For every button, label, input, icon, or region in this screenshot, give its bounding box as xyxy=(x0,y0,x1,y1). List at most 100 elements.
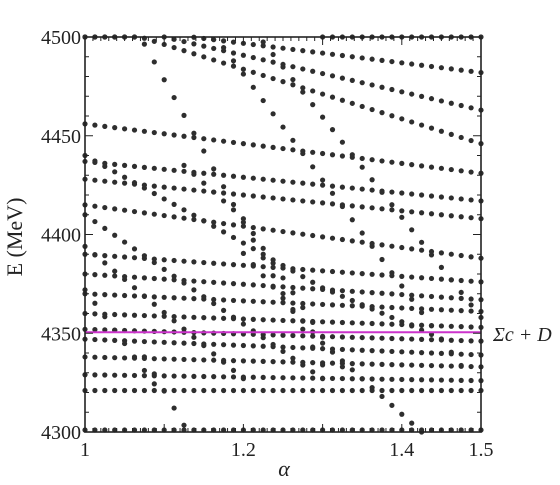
data-point xyxy=(112,337,118,343)
data-point xyxy=(230,234,237,241)
data-point xyxy=(230,222,237,228)
data-point xyxy=(399,319,405,325)
data-point xyxy=(349,288,355,294)
data-point xyxy=(428,323,435,329)
data-point xyxy=(339,153,345,159)
data-point xyxy=(290,318,296,324)
data-point xyxy=(458,337,464,344)
data-point xyxy=(448,349,454,355)
data-point xyxy=(92,311,98,317)
data-point xyxy=(379,57,385,63)
data-point xyxy=(290,82,296,88)
data-point xyxy=(359,155,365,162)
data-points xyxy=(82,34,484,435)
data-point xyxy=(290,147,296,153)
data-point xyxy=(181,112,187,118)
data-point xyxy=(112,273,118,279)
data-point xyxy=(290,387,296,394)
data-point xyxy=(112,292,118,298)
data-point xyxy=(389,207,395,213)
data-point xyxy=(250,374,256,380)
data-point xyxy=(270,273,276,279)
data-point xyxy=(181,373,187,379)
data-point xyxy=(250,246,256,252)
data-point xyxy=(122,174,128,180)
data-point xyxy=(131,274,138,280)
data-point xyxy=(211,341,217,347)
data-point xyxy=(369,82,375,88)
data-point xyxy=(300,89,306,95)
data-point xyxy=(131,293,138,299)
data-point xyxy=(310,375,316,381)
data-point xyxy=(161,212,167,219)
data-point xyxy=(389,291,395,297)
data-point xyxy=(310,164,316,170)
data-point xyxy=(240,192,246,198)
data-point xyxy=(230,207,237,213)
data-point xyxy=(379,393,385,400)
data-point xyxy=(339,97,345,103)
data-point xyxy=(428,193,435,199)
data-point xyxy=(280,290,286,297)
data-point xyxy=(329,51,336,57)
data-point xyxy=(329,73,336,79)
data-point xyxy=(349,347,355,353)
data-point xyxy=(201,315,207,321)
data-point xyxy=(131,246,138,252)
data-point xyxy=(280,45,286,51)
data-point xyxy=(171,185,177,191)
data-point xyxy=(349,361,355,367)
data-point xyxy=(389,58,395,65)
y-tick-label: 4450 xyxy=(41,126,81,148)
data-point xyxy=(320,285,326,291)
data-point xyxy=(201,148,207,154)
data-point xyxy=(419,377,425,383)
data-point xyxy=(389,86,395,93)
data-point xyxy=(428,337,435,343)
data-point xyxy=(409,209,415,215)
data-point xyxy=(211,296,217,303)
data-point xyxy=(151,371,157,377)
data-point xyxy=(399,291,405,298)
data-point xyxy=(92,354,98,360)
data-point xyxy=(122,387,128,394)
data-point xyxy=(290,355,296,361)
data-point xyxy=(131,372,138,379)
data-point xyxy=(250,69,256,75)
data-point xyxy=(359,103,365,110)
data-point xyxy=(280,145,286,152)
data-point xyxy=(102,178,108,184)
data-point xyxy=(122,254,128,260)
data-point xyxy=(428,387,435,394)
data-point xyxy=(399,349,405,355)
data-point xyxy=(131,338,138,344)
data-point xyxy=(359,334,365,341)
data-point xyxy=(250,298,256,304)
data-point xyxy=(191,51,197,57)
data-point xyxy=(191,373,197,379)
data-point xyxy=(280,178,286,184)
data-point xyxy=(359,320,365,326)
data-point xyxy=(171,44,177,51)
data-point xyxy=(141,312,147,319)
data-point xyxy=(131,312,138,318)
data-point xyxy=(438,250,444,256)
data-point xyxy=(181,356,187,363)
data-point xyxy=(201,279,207,285)
data-point xyxy=(260,39,266,45)
data-point xyxy=(290,64,296,70)
data-point xyxy=(409,349,415,355)
data-point xyxy=(260,358,266,364)
data-point xyxy=(438,294,444,300)
data-point xyxy=(329,319,336,325)
data-point xyxy=(230,63,237,69)
data-point xyxy=(250,230,256,237)
data-point xyxy=(260,282,266,289)
data-point xyxy=(201,259,207,266)
data-point xyxy=(191,357,197,363)
data-point xyxy=(448,295,454,301)
data-point xyxy=(151,301,157,307)
data-point xyxy=(369,243,375,249)
data-point xyxy=(161,131,167,137)
data-point xyxy=(438,128,444,134)
